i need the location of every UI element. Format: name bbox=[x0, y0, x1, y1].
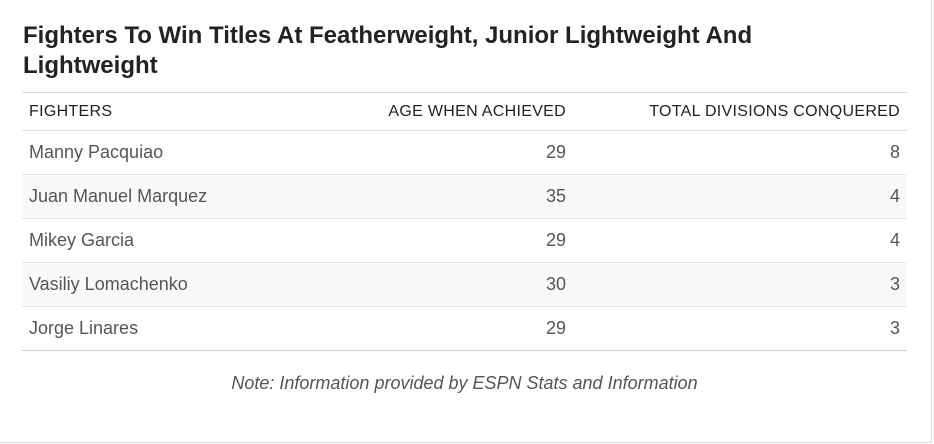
age-cell: 29 bbox=[545, 142, 566, 162]
fighter-name-cell: Vasiliy Lomachenko bbox=[29, 274, 188, 294]
table-row: Vasiliy Lomachenko 30 3 bbox=[22, 262, 907, 307]
header-fighters: FIGHTERS bbox=[29, 102, 113, 120]
header-row: FIGHTERS AGE WHEN ACHIEVED TOTAL DIVISIO… bbox=[22, 92, 907, 131]
divisions-cell: 3 bbox=[889, 318, 900, 338]
fighter-name-cell: Jorge Linares bbox=[29, 318, 139, 338]
divisions-cell: 4 bbox=[889, 186, 900, 206]
divisions-cell: 3 bbox=[889, 274, 900, 294]
source-note: Note: Information provided by ESPN Stats… bbox=[231, 373, 698, 393]
table-row: Mikey Garcia 29 4 bbox=[22, 219, 907, 263]
fighter-name-cell: Mikey Garcia bbox=[29, 230, 135, 250]
table-title: Fighters To Win Titles At Featherweight,… bbox=[23, 22, 753, 79]
fighters-table: FIGHTERS AGE WHEN ACHIEVED TOTAL DIVISIO… bbox=[22, 92, 907, 351]
fighter-name-cell: Juan Manuel Marquez bbox=[29, 186, 208, 206]
fighter-name-cell: Manny Pacquiao bbox=[29, 142, 164, 162]
age-cell: 35 bbox=[545, 186, 566, 206]
table-row: Manny Pacquiao 29 8 bbox=[22, 131, 907, 175]
age-cell: 30 bbox=[545, 274, 566, 294]
table-body: Manny Pacquiao 29 8 Juan Manuel Marquez … bbox=[22, 131, 907, 351]
table-row: Jorge Linares 29 3 bbox=[22, 307, 907, 351]
age-cell: 29 bbox=[545, 318, 566, 338]
divisions-cell: 8 bbox=[889, 142, 900, 162]
table-row: Juan Manuel Marquez 35 4 bbox=[22, 174, 907, 219]
divisions-cell: 4 bbox=[889, 230, 900, 250]
table-header: FIGHTERS AGE WHEN ACHIEVED TOTAL DIVISIO… bbox=[22, 92, 907, 131]
header-age-when-achieved: AGE WHEN ACHIEVED bbox=[388, 102, 566, 120]
age-cell: 29 bbox=[545, 230, 566, 250]
header-total-divisions-conquered: TOTAL DIVISIONS CONQUERED bbox=[649, 102, 900, 120]
